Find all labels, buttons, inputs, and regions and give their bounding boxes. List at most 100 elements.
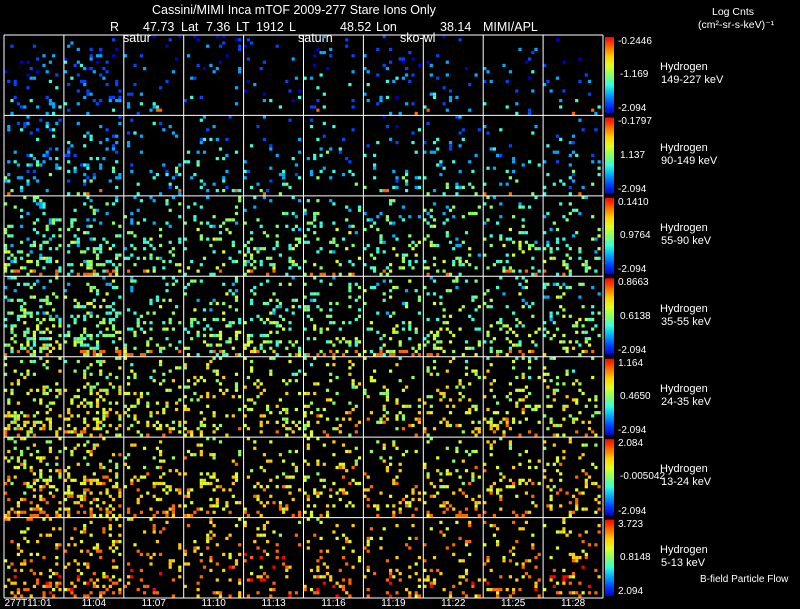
heatmap-cell <box>262 524 266 528</box>
heatmap-cell <box>508 391 512 396</box>
heatmap-cell <box>73 305 77 309</box>
heatmap-cell <box>99 99 103 103</box>
heatmap-cell <box>351 173 355 177</box>
heatmap-cell <box>288 266 292 270</box>
heatmap-cell <box>492 423 496 428</box>
heatmap-cell <box>389 369 393 373</box>
heatmap-cell <box>178 215 182 219</box>
heatmap-cell <box>99 591 103 595</box>
heatmap-cell <box>452 491 456 495</box>
heatmap-cell <box>521 372 525 376</box>
heatmap-cell <box>26 153 30 157</box>
heatmap-cell <box>524 481 528 486</box>
heatmap-cell <box>159 481 163 486</box>
heatmap-cell <box>591 182 595 186</box>
heatmap-cell <box>458 131 462 135</box>
heatmap-cell <box>111 565 116 569</box>
heatmap-cell <box>537 594 541 598</box>
heatmap-cell <box>395 417 399 421</box>
heatmap-cell <box>319 272 323 276</box>
heatmap-cell <box>543 231 547 235</box>
heatmap-cell <box>505 485 509 489</box>
heatmap-cell <box>228 594 232 598</box>
heatmap-cell <box>218 269 223 273</box>
heatmap-cell <box>505 588 509 592</box>
heatmap-cell <box>306 497 310 502</box>
heatmap-cell <box>63 359 68 364</box>
heatmap-cell <box>206 195 210 200</box>
heatmap-cell <box>7 343 11 347</box>
heatmap-cell <box>159 475 163 479</box>
heatmap-cell <box>531 272 535 276</box>
heatmap-cell <box>578 456 582 460</box>
heatmap-cell <box>39 427 43 431</box>
heatmap-cell <box>414 591 418 595</box>
heatmap-cell <box>508 227 512 232</box>
heatmap-cell <box>508 485 512 489</box>
heatmap-cell <box>575 559 579 563</box>
heatmap-cell <box>127 391 131 396</box>
heatmap-cell <box>168 240 172 244</box>
heatmap-cell <box>102 157 106 161</box>
heatmap-cell <box>215 343 219 347</box>
heatmap-cell <box>269 440 273 444</box>
heatmap-cell <box>215 497 219 502</box>
heatmap-cell <box>351 478 355 482</box>
heatmap-cell <box>143 321 147 325</box>
heatmap-cell <box>489 423 493 428</box>
heatmap-cell <box>373 369 377 373</box>
heatmap-cell <box>543 475 547 479</box>
heatmap-cell <box>376 247 380 251</box>
heatmap-cell <box>202 423 207 428</box>
heatmap-cell <box>228 256 232 260</box>
heatmap-cell <box>341 491 346 495</box>
heatmap-cell <box>382 333 386 338</box>
heatmap-cell <box>171 559 175 563</box>
heatmap-cell <box>405 173 409 177</box>
heatmap-cell <box>458 169 462 173</box>
heatmap-cell <box>578 211 582 216</box>
heatmap-cell <box>278 324 282 328</box>
heatmap-cell <box>322 166 326 170</box>
heatmap-cell <box>102 76 106 80</box>
heatmap-cell <box>136 398 140 402</box>
heatmap-cell <box>162 327 166 331</box>
heatmap-cell <box>322 581 326 585</box>
heatmap-cell <box>10 224 14 228</box>
heatmap-cell <box>401 253 405 257</box>
heatmap-cell <box>238 38 242 42</box>
heatmap-cell <box>354 459 358 463</box>
heatmap-cell <box>531 266 535 270</box>
heatmap-cell <box>136 401 140 405</box>
heatmap-cell <box>379 337 383 341</box>
heatmap-cell <box>382 446 386 450</box>
heatmap-cell <box>578 250 582 254</box>
heatmap-cell <box>552 391 556 396</box>
heatmap-cell <box>183 456 187 460</box>
heatmap-cell <box>63 549 68 553</box>
heatmap-cell <box>392 478 396 482</box>
heatmap-cell <box>591 356 595 360</box>
heatmap-cell <box>105 375 109 380</box>
heatmap-cell <box>262 99 266 103</box>
heatmap-cell <box>489 427 493 431</box>
heatmap-cell <box>552 150 556 154</box>
heatmap-cell <box>335 349 339 354</box>
heatmap-cell <box>209 272 213 276</box>
heatmap-cell <box>212 333 216 338</box>
heatmap-cell <box>262 504 266 508</box>
heatmap-cell <box>417 128 421 132</box>
heatmap-cell <box>39 475 43 479</box>
heatmap-cell <box>275 298 279 302</box>
heatmap-cell <box>186 488 191 492</box>
heatmap-cell <box>162 259 166 264</box>
heatmap-cell <box>95 497 100 502</box>
heatmap-cell <box>202 340 207 344</box>
heatmap-cell <box>389 111 393 115</box>
heatmap-cell <box>486 70 490 74</box>
heatmap-cell <box>452 584 456 588</box>
heatmap-cell <box>171 578 175 582</box>
heatmap-cell <box>238 581 242 585</box>
heatmap-cell <box>48 575 52 579</box>
heatmap-cell <box>246 407 250 412</box>
